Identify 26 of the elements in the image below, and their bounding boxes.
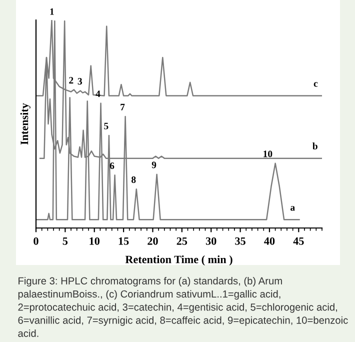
- y-axis-title: Intensity: [20, 103, 30, 145]
- x-tick-label: 15: [118, 237, 129, 245]
- annotation: 8: [132, 176, 136, 183]
- annotation: 2: [69, 77, 74, 84]
- x-tick-label: 0: [34, 237, 38, 245]
- series-label: a: [290, 206, 295, 211]
- x-tick-label: 35: [235, 237, 246, 245]
- annotation: 3: [78, 78, 82, 85]
- annotation: 1: [50, 8, 54, 15]
- x-tick-label: 5: [62, 237, 68, 245]
- x-tick-label: 25: [176, 237, 188, 245]
- x-tick-label: 45: [293, 237, 304, 245]
- x-axis-title: Retention Time ( min ): [125, 255, 232, 266]
- x-tick-label: 10: [90, 237, 100, 245]
- series-label: c: [314, 82, 318, 87]
- annotation: 6: [110, 162, 114, 170]
- caption: Figure 3: HPLC chromatograms for (a) standards, (b) Arum palaestinumBoiss., (c) Coriandrum sativumL..1=gallic acid, 2=protocatechuic acid, 3=catechin, 4=gentisic acid, 5=chlorogenic acid, 6=vanillic acid, 7=syrnigic acid, 8=caffeic acid, 9=epicatechin, 10=benzoic acid.: [18, 277, 348, 337]
- x-tick-label: 20: [148, 237, 158, 245]
- series-label: b: [312, 142, 318, 150]
- x-tick-label: 40: [264, 237, 275, 245]
- annotation: 5: [104, 122, 108, 130]
- x-tick-label: 30: [206, 237, 216, 245]
- annotation: 4: [96, 90, 100, 97]
- annotation: 7: [120, 104, 125, 110]
- annotation: 9: [152, 162, 156, 168]
- annotation: 10: [264, 150, 272, 158]
